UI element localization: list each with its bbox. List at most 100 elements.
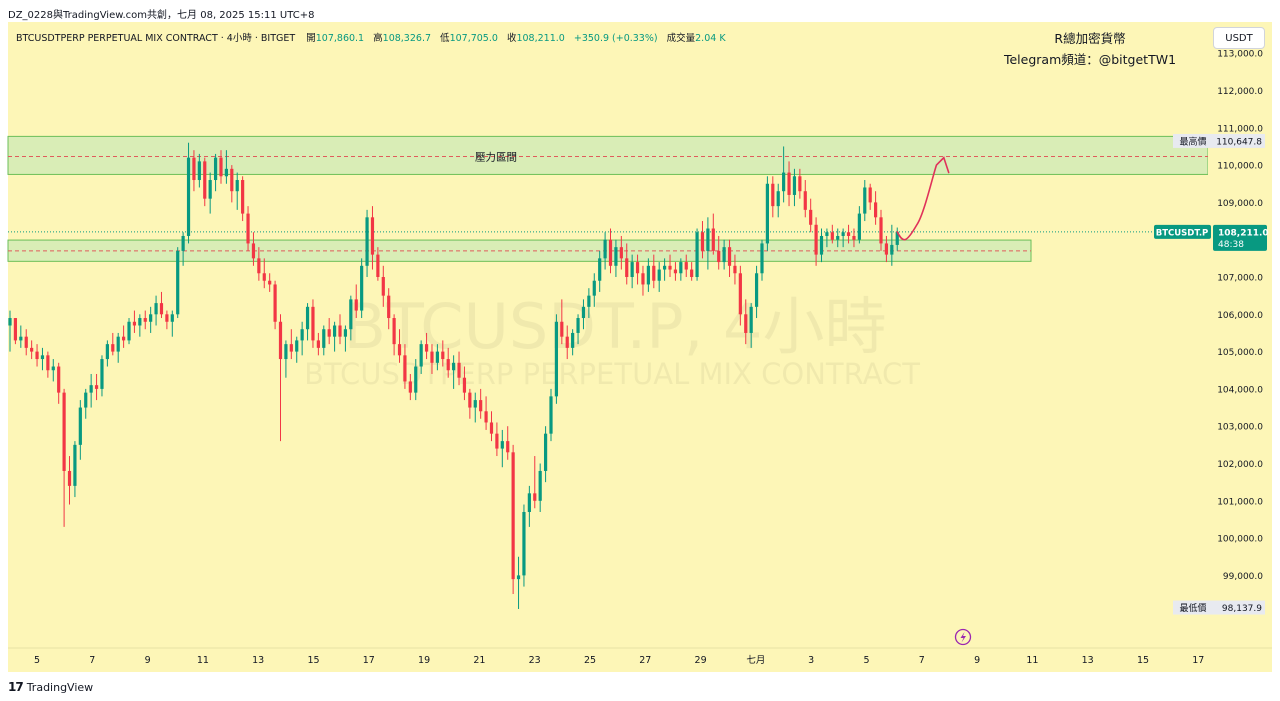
price-axis[interactable] — [1208, 22, 1272, 648]
candle-body[interactable] — [868, 187, 872, 203]
candle-body[interactable] — [73, 444, 77, 486]
candle-body[interactable] — [657, 269, 661, 281]
candle-body[interactable] — [46, 355, 50, 371]
candle-body[interactable] — [208, 180, 212, 199]
candle-body[interactable] — [722, 247, 726, 263]
candle-body[interactable] — [630, 262, 634, 277]
candle-body[interactable] — [165, 314, 169, 322]
candle-body[interactable] — [219, 157, 223, 177]
candle-body[interactable] — [679, 262, 683, 274]
candle-body[interactable] — [446, 359, 450, 371]
time-axis[interactable] — [8, 648, 1208, 672]
candle-body[interactable] — [533, 493, 537, 501]
candle-body[interactable] — [354, 299, 358, 311]
candle-body[interactable] — [289, 344, 293, 352]
candle-body[interactable] — [819, 235, 824, 255]
candle-body[interactable] — [154, 303, 158, 315]
candle-body[interactable] — [760, 243, 764, 274]
candle-body[interactable] — [305, 306, 310, 330]
candle-body[interactable] — [327, 329, 331, 337]
candle-body[interactable] — [809, 209, 813, 225]
candle-body[interactable] — [170, 314, 174, 322]
current-price-tag[interactable] — [1213, 224, 1267, 251]
candle-body[interactable] — [668, 265, 672, 270]
candle-body[interactable] — [500, 441, 504, 449]
candle-body[interactable] — [241, 180, 245, 214]
candle-body[interactable] — [67, 470, 72, 486]
candle-body[interactable] — [192, 157, 196, 181]
projection-arrow[interactable] — [896, 156, 950, 241]
candle-body[interactable] — [646, 265, 650, 285]
candle-body[interactable] — [625, 258, 629, 277]
candle-body[interactable] — [51, 366, 55, 371]
candle-body[interactable] — [754, 273, 759, 307]
candle-body[interactable] — [262, 273, 266, 281]
candle-body[interactable] — [890, 244, 894, 255]
candle-body[interactable] — [652, 265, 656, 281]
candle-body[interactable] — [792, 176, 797, 195]
candle-body[interactable] — [316, 340, 320, 348]
chart-pane[interactable] — [8, 22, 1272, 672]
candle-body[interactable] — [127, 321, 131, 341]
candle-body[interactable] — [94, 385, 99, 389]
candle-body[interactable] — [300, 329, 304, 341]
candle-body[interactable] — [57, 366, 61, 393]
candle-body[interactable] — [376, 254, 380, 277]
candle-body[interactable] — [522, 511, 526, 576]
candle-body[interactable] — [608, 239, 613, 266]
candle-body[interactable] — [765, 183, 769, 244]
candle-body[interactable] — [489, 422, 494, 434]
candle-body[interactable] — [84, 392, 88, 408]
candle-body[interactable] — [424, 344, 429, 352]
candle-body[interactable] — [587, 295, 591, 307]
candle-body[interactable] — [576, 318, 580, 333]
candle-body[interactable] — [825, 232, 829, 236]
candle-body[interactable] — [176, 250, 180, 315]
candle-body[interactable] — [554, 321, 559, 397]
candle-body[interactable] — [381, 277, 385, 296]
candle-body[interactable] — [581, 306, 586, 319]
candle-body[interactable] — [619, 247, 623, 259]
candle-body[interactable] — [452, 362, 456, 371]
candle-body[interactable] — [863, 187, 867, 214]
candle-body[interactable] — [435, 351, 439, 363]
candle-body[interactable] — [181, 235, 185, 251]
candle-body[interactable] — [387, 295, 391, 319]
candle-body[interactable] — [197, 161, 201, 181]
candle-body[interactable] — [565, 336, 569, 348]
candle-body[interactable] — [89, 385, 93, 393]
candle-body[interactable] — [138, 318, 142, 326]
candle-body[interactable] — [516, 575, 521, 580]
candle-body[interactable] — [257, 258, 261, 274]
candle-body[interactable] — [333, 325, 337, 337]
candle-body[interactable] — [284, 344, 288, 360]
candle-body[interactable] — [24, 336, 28, 348]
candle-body[interactable] — [468, 392, 472, 408]
candle-body[interactable] — [268, 280, 272, 285]
lightning-icon[interactable] — [954, 628, 972, 646]
candle-body[interactable] — [543, 433, 548, 471]
candle-body[interactable] — [278, 321, 283, 360]
candle-body[interactable] — [841, 232, 845, 236]
candle-body[interactable] — [560, 321, 564, 337]
candle-body[interactable] — [186, 157, 191, 236]
currency-button[interactable]: USDT — [1213, 27, 1265, 49]
candle-body[interactable] — [8, 318, 12, 326]
candle-body[interactable] — [322, 329, 326, 348]
candle-body[interactable] — [700, 232, 705, 251]
candle-body[interactable] — [511, 452, 515, 580]
candle-body[interactable] — [598, 258, 602, 281]
candle-body[interactable] — [149, 314, 153, 322]
candle-body[interactable] — [392, 318, 396, 345]
candle-body[interactable] — [727, 247, 732, 266]
candle-body[interactable] — [213, 157, 218, 181]
candle-body[interactable] — [771, 183, 775, 207]
candle-body[interactable] — [776, 191, 780, 207]
candle-body[interactable] — [430, 351, 434, 363]
candle-body[interactable] — [349, 299, 353, 330]
candle-body[interactable] — [111, 344, 115, 352]
candle-body[interactable] — [403, 355, 407, 382]
candle-body[interactable] — [787, 172, 791, 195]
candle-body[interactable] — [235, 180, 239, 192]
